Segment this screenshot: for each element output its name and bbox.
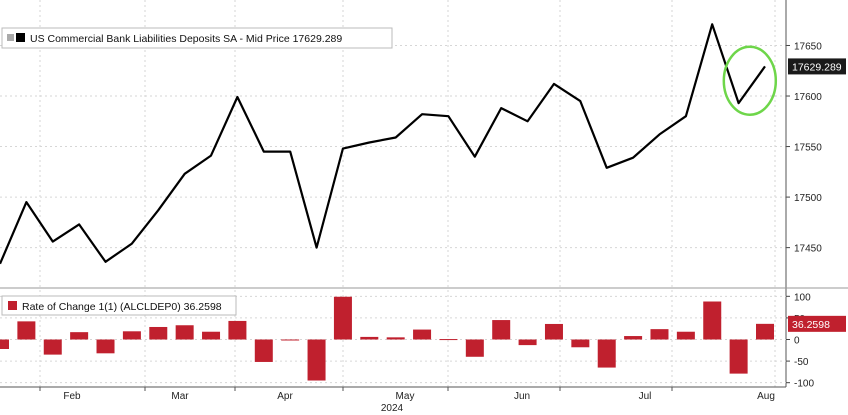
- rate-of-change-bar: [122, 331, 141, 340]
- rate-of-change-bar: [17, 321, 36, 340]
- rate-of-change-bar: [228, 320, 247, 340]
- x-axis: Feb Mar Apr May Jun Jul Aug 2024: [0, 386, 786, 414]
- x-tick-label: May: [396, 391, 415, 402]
- x-tick-label: Apr: [277, 391, 293, 402]
- legend-marker-bars: [8, 301, 17, 310]
- deposits-line-panel: 17450 17500 17550 17600 17650 17629.289 US Com…: [0, 0, 846, 387]
- legend-label: Rate of Change 1(1) (ALCLDEP0) 36.2598: [22, 301, 222, 313]
- x-tick-label: Jul: [639, 391, 652, 402]
- y-tick-label: 17550: [794, 143, 822, 154]
- rate-of-change-bar: [729, 339, 748, 374]
- legend-box: [1, 27, 393, 49]
- rate-of-change-bar: [333, 296, 352, 340]
- rate-of-change-bar: [624, 336, 643, 340]
- rate-of-change-bar: [281, 339, 300, 341]
- last-value-label: 36.2598: [792, 319, 830, 331]
- rate-of-change-bar: [360, 336, 379, 340]
- y-tick-label: -100: [794, 379, 814, 390]
- rate-of-change-bar: [254, 339, 273, 362]
- legend-marker-grey: [7, 34, 14, 41]
- x-year-label: 2024: [381, 403, 404, 414]
- rate-of-change-bar: [413, 329, 432, 340]
- legend-marker-series: [16, 33, 25, 42]
- rate-of-change-bar: [465, 339, 484, 357]
- highlight-circle: [722, 45, 778, 117]
- rate-of-change-bar: [96, 339, 115, 354]
- y-tick-label: 17500: [794, 193, 822, 204]
- x-tick-label: Feb: [63, 391, 81, 402]
- x-tick-label: Mar: [171, 391, 189, 402]
- rate-of-change-bar: [597, 339, 616, 368]
- rate-of-change-bar: [202, 331, 221, 340]
- rate-of-change-bar: [650, 329, 669, 340]
- rate-of-change-bar: [676, 331, 695, 340]
- rate-of-change-bar: [571, 339, 590, 348]
- rate-of-change-bar: [492, 320, 511, 340]
- legend-label: US Commercial Bank Liabilities Deposits …: [30, 33, 342, 45]
- y-tick-label: -50: [794, 357, 809, 368]
- rate-of-change-bar: [307, 339, 326, 381]
- rate-of-change-bar: [703, 301, 722, 340]
- y-tick-label: 0: [794, 336, 800, 347]
- last-value-label: 17629.289: [792, 61, 842, 73]
- deposits-series-line: [0, 23, 766, 265]
- y-tick-label: 17600: [794, 92, 822, 103]
- rate-of-change-bar: [70, 332, 89, 340]
- x-tick-label: Aug: [757, 391, 775, 402]
- rate-of-change-bar: [175, 325, 194, 340]
- y-tick-label: 17450: [794, 244, 822, 255]
- rate-of-change-bar: [0, 339, 9, 349]
- rate-of-change-bar: [386, 337, 405, 340]
- legend-box: [1, 295, 237, 316]
- rate-of-change-bar: [518, 339, 537, 346]
- rate-of-change-bar: [43, 339, 62, 355]
- y-tick-label: 17650: [794, 41, 822, 52]
- rate-of-change-bar: [544, 323, 563, 340]
- rate-of-change-bar: [149, 326, 168, 340]
- y-tick-label: 100: [794, 292, 811, 303]
- last-value-tag: [788, 315, 846, 332]
- x-tick-label: Jun: [514, 391, 530, 402]
- last-value-tag: [788, 58, 846, 75]
- rate-of-change-bar: [439, 339, 458, 341]
- rate-of-change-bar: [756, 323, 774, 340]
